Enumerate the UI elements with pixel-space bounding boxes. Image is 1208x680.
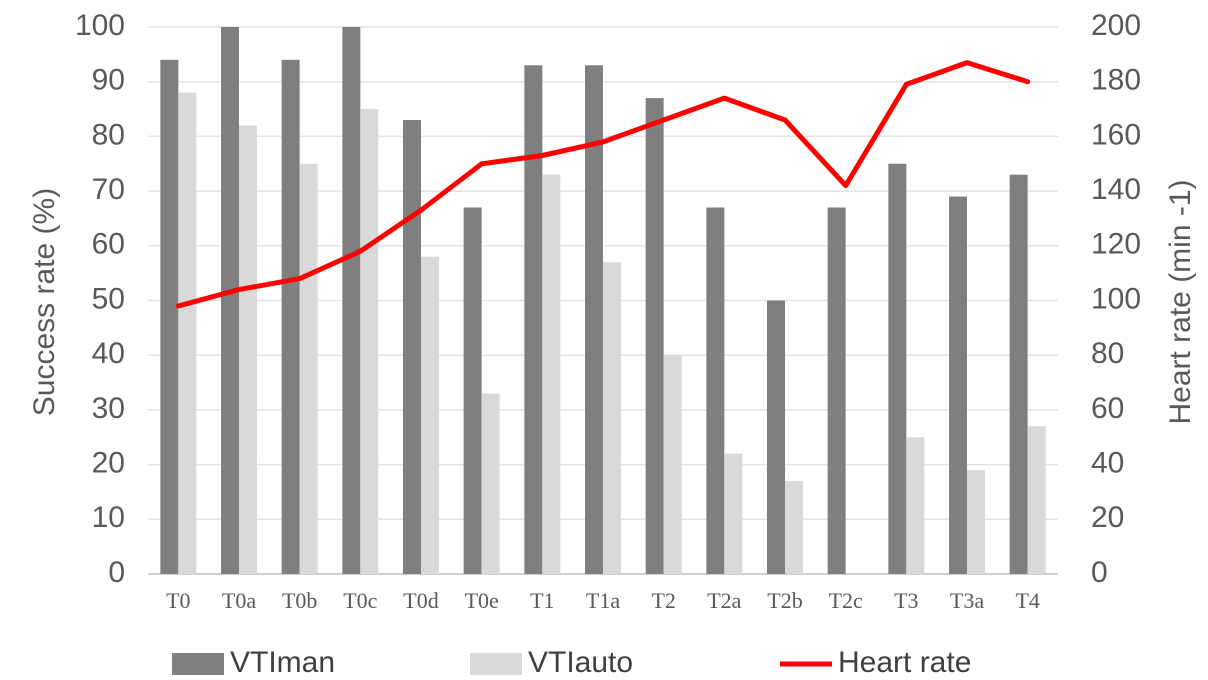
vtiman-bar-T1: [524, 65, 543, 574]
vtiman-bar-T4: [1009, 174, 1028, 574]
heart-rate-line: [175, 60, 1031, 309]
y2-axis-label: Heart rate (min -1): [1164, 179, 1197, 424]
legend-label: Heart rate: [838, 646, 971, 679]
x-tick-label: T0c: [343, 588, 377, 613]
x-tick-label: T1: [530, 588, 554, 613]
right-tick-label: 120: [1091, 228, 1141, 261]
vtiman-bar-T0c: [342, 27, 361, 574]
vtiauto-bar-T2: [663, 355, 682, 574]
vtiman-bar-T0e: [463, 207, 482, 574]
left-tick-label: 20: [92, 447, 125, 480]
right-tick-label: 0: [1091, 556, 1108, 589]
vtiauto-bar-T3a: [967, 470, 985, 574]
x-tick-label: T0e: [465, 588, 499, 613]
left-tick-label: 50: [92, 282, 125, 315]
vtiauto-bar-T0b: [299, 163, 318, 574]
x-tick-label: T2b: [767, 588, 802, 613]
vtiauto-bar-T0a: [239, 125, 257, 575]
x-tick-label: T2c: [829, 588, 863, 613]
vtiman-bar-T0b: [281, 59, 300, 574]
vtiauto-bar-T4: [1027, 426, 1046, 574]
left-tick-label: 100: [75, 9, 125, 42]
right-tick-label: 140: [1091, 173, 1141, 206]
right-tick-label: 60: [1091, 392, 1124, 425]
vtiman-bar-T0d: [403, 119, 421, 575]
legend-label: VTIauto: [528, 646, 633, 679]
right-tick-label: 200: [1091, 9, 1141, 42]
right-tick-label: 160: [1091, 118, 1141, 151]
vtiman-bar-T1a: [585, 65, 603, 574]
vtiauto-bar-T2a: [724, 453, 743, 574]
x-tick-label: T1a: [586, 588, 620, 613]
legend-label: VTIman: [230, 646, 335, 679]
vtiman-bar-T2c: [827, 207, 846, 574]
heart-rate-line-layer: [175, 60, 1031, 309]
legend-swatch-vtiman: [172, 653, 224, 675]
vtiauto-bar-T0: [178, 92, 197, 574]
vtiauto-bar-T0d: [421, 256, 439, 574]
bar-marks: [160, 27, 1046, 575]
left-tick-label: 10: [92, 501, 125, 534]
right-tick-label: 20: [1091, 501, 1124, 534]
x-tick-label: T2a: [707, 588, 741, 613]
left-axis-ticks: 0 10 20 30 40 50 60 70 80 90 100: [75, 9, 125, 589]
vtiman-bar-T0: [160, 59, 179, 574]
x-tick-label: T0d: [403, 588, 438, 613]
vtiauto-bar-T3: [906, 437, 925, 574]
vtiman-bar-T2: [645, 98, 664, 575]
x-axis-ticks: T0 T0a T0b T0c T0d T0e T1 T1a T2 T2a T2b T2c T3 T3a T4: [166, 588, 1040, 613]
right-tick-label: 180: [1091, 64, 1141, 97]
x-tick-label: T3: [894, 588, 918, 613]
left-tick-label: 90: [92, 64, 125, 97]
left-tick-label: 70: [92, 173, 125, 206]
right-tick-label: 80: [1091, 337, 1124, 370]
vtiauto-bar-T0c: [360, 109, 379, 575]
x-tick-label: T0b: [282, 588, 317, 613]
right-tick-label: 100: [1091, 282, 1141, 315]
x-tick-label: T2: [651, 588, 675, 613]
vtiman-bar-T3: [888, 163, 907, 574]
left-tick-label: 30: [92, 392, 125, 425]
right-axis-ticks: 0 20 40 60 80 100 120 140 160 180 200: [1091, 9, 1141, 589]
vtiauto-bar-T0e: [481, 393, 500, 574]
right-tick-label: 40: [1091, 447, 1124, 480]
vtiauto-bar-T1a: [603, 262, 621, 574]
legend-swatch-vtiauto: [470, 653, 522, 675]
vtiauto-bar-T1: [542, 174, 561, 574]
left-tick-label: 40: [92, 337, 125, 370]
x-tick-label: T3a: [950, 588, 984, 613]
x-tick-label: T0a: [222, 588, 256, 613]
left-tick-label: 0: [108, 556, 125, 589]
vtiman-bar-T2b: [767, 300, 785, 574]
left-tick-label: 80: [92, 118, 125, 151]
x-tick-label: T0: [166, 588, 190, 613]
left-tick-label: 60: [92, 228, 125, 261]
x-tick-label: T4: [1015, 588, 1039, 613]
y-axis-label: Success rate (%): [28, 188, 61, 416]
vtiman-bar-T0a: [221, 27, 239, 574]
vtiman-bar-T3a: [949, 196, 967, 574]
vtiauto-bar-T2b: [785, 481, 803, 574]
vtiman-bar-T2a: [706, 207, 725, 574]
legend: VTIman VTIauto Heart rate: [172, 646, 971, 679]
